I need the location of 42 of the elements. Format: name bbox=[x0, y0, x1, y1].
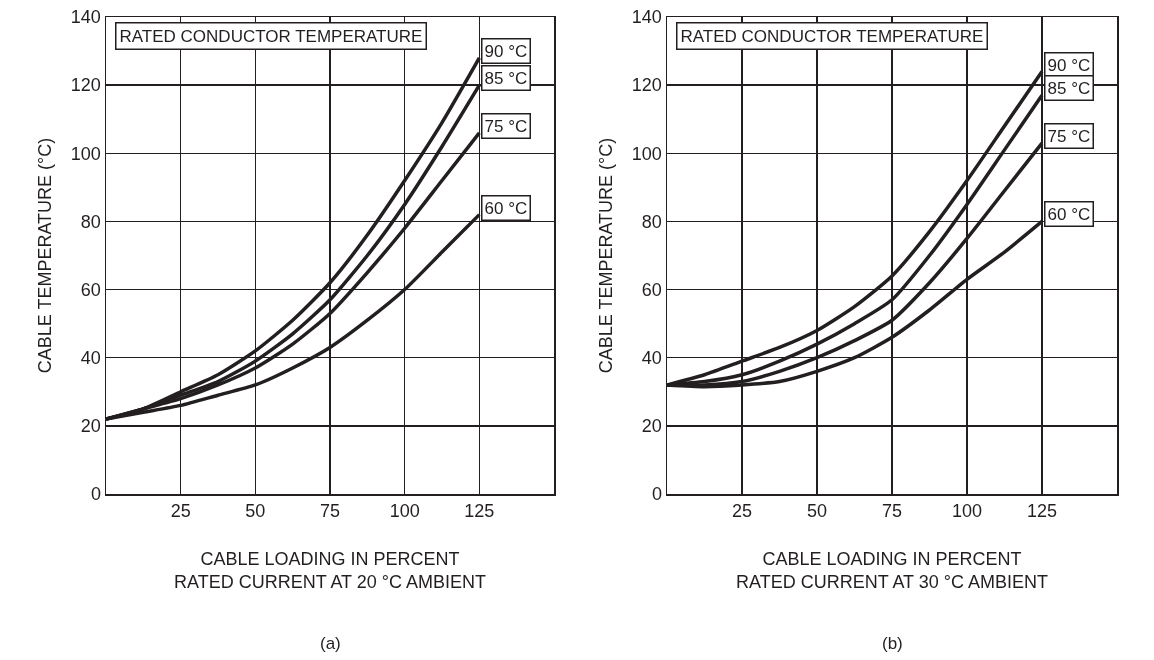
x-tick-label: 75 bbox=[881, 501, 903, 522]
x-tick-label: 50 bbox=[806, 501, 828, 522]
x-tick-label: 125 bbox=[464, 501, 495, 522]
legend-label: 85 °C bbox=[484, 68, 528, 88]
y-tick-label: 100 bbox=[631, 143, 662, 164]
y-tick-label: 40 bbox=[641, 348, 662, 369]
series-label: 75 °C bbox=[1047, 126, 1091, 146]
x-tick-label: 100 bbox=[389, 501, 420, 522]
y-tick-label: 100 bbox=[70, 143, 101, 164]
y-axis-title: CABLE TEMPERATURE (°C) bbox=[596, 137, 617, 374]
x-tick-label: 25 bbox=[731, 501, 753, 522]
y-tick-label: 20 bbox=[641, 416, 662, 437]
x-tick-label: 75 bbox=[319, 501, 341, 522]
y-tick-label: 80 bbox=[80, 211, 101, 232]
y-tick-label: 80 bbox=[641, 211, 662, 232]
x-tick-label: 50 bbox=[245, 501, 266, 522]
x-axis-title: CABLE LOADING IN PERCENT RATED CURRENT AT 30 °C AMBIENT bbox=[736, 548, 1048, 593]
legend-title: RATED CONDUCTOR TEMPERATURE bbox=[680, 26, 984, 46]
y-tick-label: 60 bbox=[80, 279, 101, 300]
series-label: 90 °C bbox=[1047, 55, 1091, 75]
text: (b) bbox=[882, 634, 903, 653]
y-tick-label: 20 bbox=[80, 416, 101, 437]
y-tick-label: 140 bbox=[70, 7, 101, 28]
x-tick-label: 25 bbox=[170, 501, 191, 522]
series-label: 75 °C bbox=[484, 116, 528, 136]
y-tick-label: 120 bbox=[70, 75, 101, 96]
series-label: 60 °C bbox=[1047, 204, 1091, 224]
y-tick-label: 0 bbox=[651, 484, 662, 505]
legend-title: RATED CONDUCTOR TEMPERATURE bbox=[119, 26, 423, 46]
legend-label: 85 °C bbox=[1047, 78, 1091, 98]
series-label: 90 °C bbox=[484, 41, 528, 61]
x-tick-label: 100 bbox=[951, 501, 983, 522]
series-label: 60 °C bbox=[484, 198, 528, 218]
x-axis-title: CABLE LOADING IN PERCENT RATED CURRENT AT 20 °C AMBIENT bbox=[174, 548, 486, 593]
y-tick-label: 60 bbox=[641, 279, 662, 300]
y-tick-label: 0 bbox=[90, 484, 101, 505]
y-axis-title: CABLE TEMPERATURE (°C) bbox=[35, 137, 56, 374]
y-tick-label: 120 bbox=[631, 75, 662, 96]
y-tick-label: 140 bbox=[631, 7, 662, 28]
x-tick-label: 125 bbox=[1026, 501, 1058, 522]
text: (a) bbox=[320, 634, 341, 653]
y-tick-label: 40 bbox=[80, 348, 101, 369]
